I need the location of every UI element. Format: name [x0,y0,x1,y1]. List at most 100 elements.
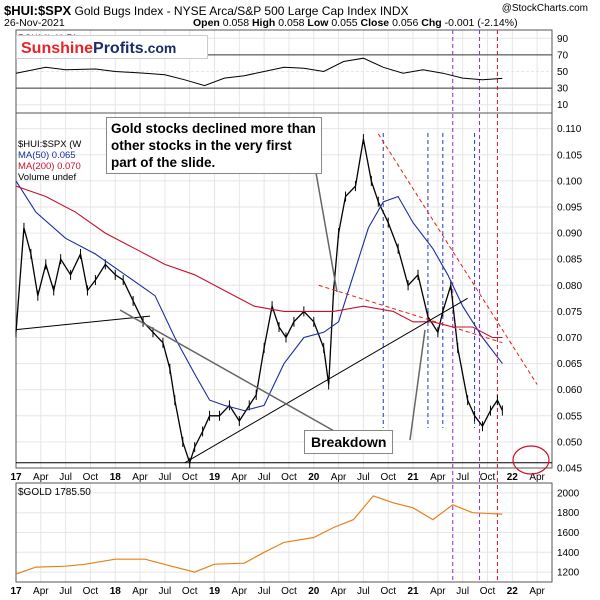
y-tick-label: 0.085 [557,255,582,266]
target-circle [512,445,550,475]
x-tick-label: 17 [10,586,22,597]
y-tick-label: 0.050 [557,437,582,448]
y-tick-label: 0.060 [557,385,582,396]
y-tick-label: 0.075 [557,307,582,318]
x-tick-label: 22 [507,586,519,597]
vertical-markers [382,30,498,582]
y-tick-label: 0.110 [557,124,582,135]
x-tick-label: 19 [209,586,221,597]
close-value: 0.056 [392,17,419,29]
trendlines [15,133,552,464]
gold-line [15,495,503,575]
x-tick-label: 21 [407,472,419,483]
gold-tick-label: 1800 [557,508,580,519]
close-label: Close [360,17,390,29]
rsi-line [15,57,503,87]
panel-frames [15,29,553,583]
annotation-breakdown: Breakdown [304,430,394,454]
x-tick-label: Apr [33,472,49,483]
x-tick-label: Oct [182,586,198,597]
series-line-ma200 [15,185,503,339]
x-tick-label: Jul [456,586,469,597]
low-label: Low [307,17,329,29]
legend-entry: MA(200) 0.070 [18,161,81,172]
x-tick-label: Oct [380,472,396,483]
x-tick-label: Jul [158,472,171,483]
brand-part-3: .com [143,40,177,56]
trendline [318,284,503,344]
rsi-tick-label: 50 [557,67,569,78]
annotation-arrow [119,309,351,441]
chg-label: Chg [421,17,442,29]
chg-value: -0.001 (-2.14%) [444,17,518,29]
legend-entry: $HUI:$SPX (W [18,139,81,150]
chart-title: $HUI:$SPX Gold Bugs Index - NYSE Arca/S&… [4,3,409,18]
x-tick-label: Apr [33,586,49,597]
open-value: 0.058 [222,17,250,29]
gold-panel-frame [15,482,553,583]
x-tick-label: Apr [132,472,148,483]
x-tick-label: Apr [529,586,545,597]
x-tick-label: 19 [209,472,221,483]
x-tick-label: 20 [308,472,320,483]
low-value: 0.055 [331,17,358,29]
rsi-tick-label: 70 [557,50,569,61]
trendline [184,297,468,464]
trendline [377,133,538,385]
symbol-label: $HUI:$SPX [4,3,72,18]
x-tick-label: Oct [480,472,496,483]
series-line-price [15,138,503,465]
series-line-ma50 [15,180,503,412]
annotation-note: Gold stocks declined more than other sto… [106,117,322,174]
axis-labels: 17 17 Apr Apr Jul Jul Oct Oct 18 18 Apr Apr Jul Jul Oc… [10,34,582,597]
x-tick-label: Jul [456,472,469,483]
x-tick-label: Jul [357,472,370,483]
rsi-tick-label: 90 [557,34,569,45]
y-tick-label: 0.095 [557,202,582,213]
rsi-tick-label: 30 [557,84,569,95]
x-tick-label: 18 [110,472,122,483]
series-layer [15,57,503,575]
high-value: 0.058 [278,17,305,29]
x-tick-label: Apr [529,472,545,483]
y-tick-label: 0.065 [557,359,582,370]
x-tick-label: 20 [308,586,320,597]
watermark: @StockCharts.com [501,3,588,14]
legend-entry: MA(50) 0.065 [18,150,76,161]
y-tick-label: 0.055 [557,411,582,422]
x-tick-label: 22 [507,472,519,483]
ohlc-values: Open 0.058 High 0.058 Low 0.055 Close 0.… [193,17,518,29]
y-tick-label: 0.080 [557,281,582,292]
x-tick-label: Oct [281,472,297,483]
y-tick-label: 0.100 [557,176,582,187]
ohlc-line: 26-Nov-2021 Open 0.058 High 0.058 Low 0.… [4,17,518,29]
x-tick-label: Apr [232,586,248,597]
x-tick-label: Jul [59,586,72,597]
open-label: Open [193,17,220,29]
x-tick-label: Jul [258,586,271,597]
main-panel-frame [15,112,553,469]
annotation-arrow [409,329,426,441]
y-tick-label: 0.105 [557,150,582,161]
legend-entry: Volume undef [18,172,76,183]
symbol-description: Gold Bugs Index - NYSE Arca/S&P 500 Larg… [74,4,409,18]
x-tick-label: Apr [132,586,148,597]
x-tick-label: Apr [430,472,446,483]
gold-tick-label: 1600 [557,528,580,539]
brand-part-1: Sunshine [21,40,94,57]
gold-tick-label: 1400 [557,548,580,559]
x-tick-label: Oct [83,472,99,483]
x-tick-label: Oct [182,472,198,483]
gold-tick-label: 2000 [557,488,580,499]
gold-label: $GOLD 1785.50 [18,487,91,498]
x-tick-label: 18 [110,586,122,597]
x-tick-label: Apr [232,472,248,483]
x-tick-label: 17 [10,472,22,483]
x-tick-label: Jul [59,472,72,483]
y-tick-label: 0.070 [557,333,582,344]
trendline [15,315,151,331]
x-tick-label: Jul [258,472,271,483]
x-tick-label: Jul [158,586,171,597]
